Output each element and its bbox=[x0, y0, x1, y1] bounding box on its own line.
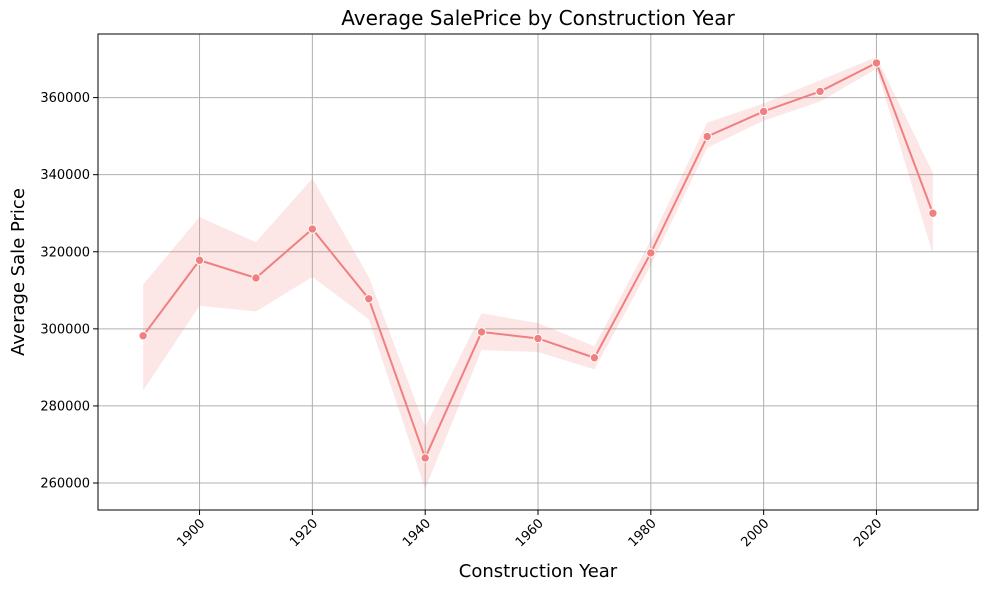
data-point bbox=[420, 453, 430, 463]
x-tick-label: 2000 bbox=[738, 516, 772, 550]
data-point bbox=[758, 106, 769, 117]
data-point bbox=[307, 224, 318, 234]
x-tick-label: 1960 bbox=[513, 516, 547, 550]
y-tick-label: 300000 bbox=[40, 322, 90, 337]
data-point bbox=[589, 353, 600, 363]
data-point bbox=[702, 131, 712, 142]
data-point bbox=[871, 58, 882, 68]
y-axis-label: Average Sale Price bbox=[8, 188, 29, 356]
data-point bbox=[646, 248, 656, 258]
data-point bbox=[533, 333, 543, 344]
y-tick-label: 280000 bbox=[40, 399, 90, 414]
x-tick-label: 1940 bbox=[400, 516, 434, 550]
x-tick-label: 2020 bbox=[851, 516, 885, 550]
y-tick-label: 320000 bbox=[40, 245, 90, 260]
x-axis-label: Construction Year bbox=[459, 561, 618, 582]
y-tick-label: 360000 bbox=[40, 91, 90, 106]
data-point bbox=[251, 273, 261, 283]
chart-title: Average SalePrice by Construction Year bbox=[341, 6, 735, 30]
x-tick-label: 1980 bbox=[626, 516, 660, 550]
data-point bbox=[364, 294, 374, 304]
data-point bbox=[194, 255, 205, 265]
data-point bbox=[928, 208, 938, 218]
confidence-band bbox=[143, 57, 933, 489]
data-point bbox=[138, 331, 148, 341]
y-tick-label: 260000 bbox=[40, 477, 90, 492]
data-point bbox=[476, 327, 487, 337]
data-point bbox=[815, 86, 825, 97]
y-tick-label: 340000 bbox=[40, 168, 90, 183]
x-tick-label: 1900 bbox=[174, 516, 208, 550]
x-tick-label: 1920 bbox=[287, 516, 321, 550]
